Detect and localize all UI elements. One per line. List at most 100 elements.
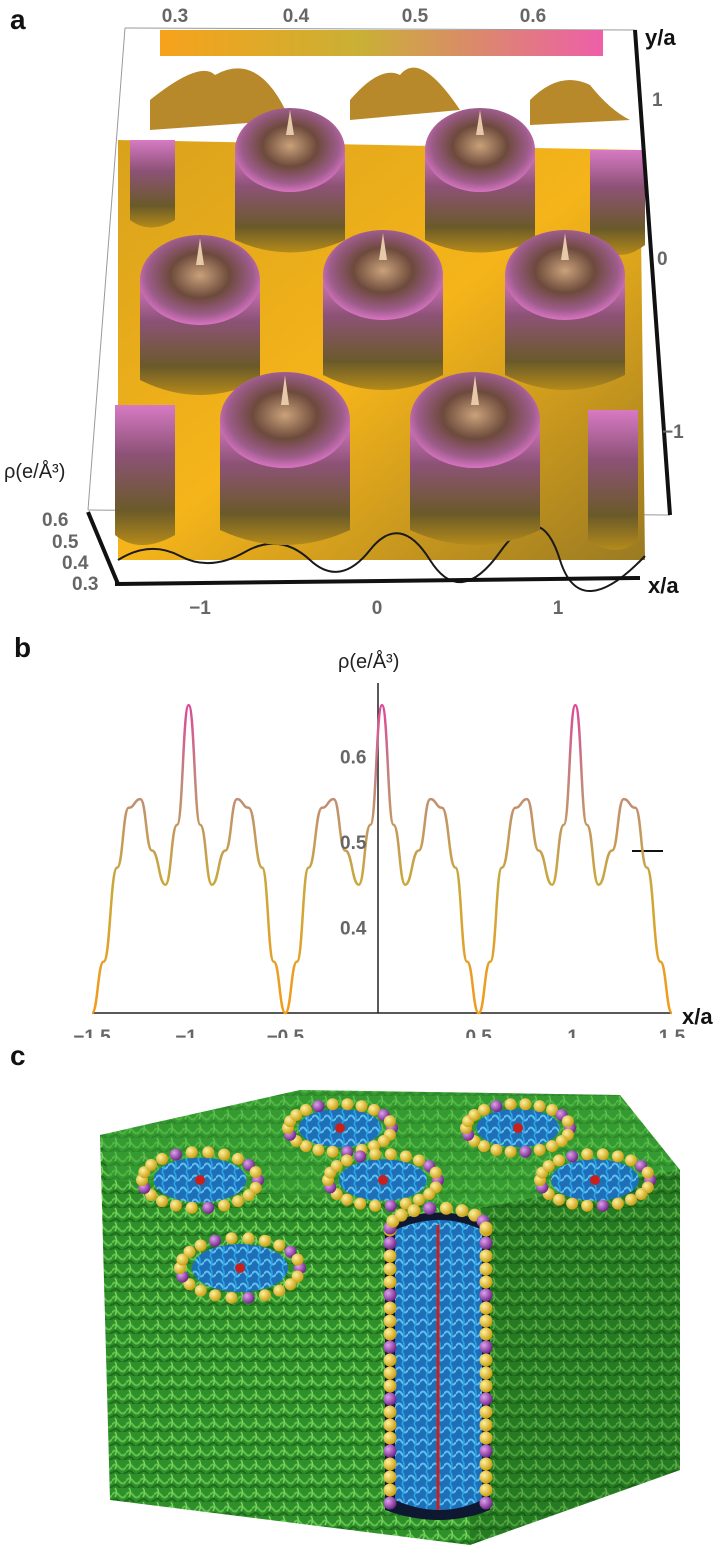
z-tick: 0.5 bbox=[52, 532, 79, 553]
head-group-bead bbox=[479, 1236, 493, 1250]
x-axis-label: x/a bbox=[682, 1004, 713, 1029]
micelle-ring bbox=[322, 1148, 444, 1212]
y-tick: 1 bbox=[652, 90, 663, 111]
head-group-bead bbox=[479, 1483, 493, 1497]
x-tick-label: −1.5 bbox=[73, 1027, 111, 1038]
head-group-bead bbox=[383, 1288, 397, 1302]
head-group-bead bbox=[383, 1392, 397, 1406]
head-group-bead bbox=[423, 1201, 437, 1215]
back-ridge bbox=[350, 67, 460, 120]
head-group-bead bbox=[479, 1353, 493, 1367]
x-tick-label: 1. bbox=[567, 1027, 583, 1038]
head-group-bead bbox=[479, 1470, 493, 1484]
y-tick-label: 0.4 bbox=[340, 918, 367, 939]
head-group-bead bbox=[383, 1379, 397, 1393]
density-line bbox=[90, 703, 674, 1015]
y-axis-label: y/a bbox=[645, 25, 676, 50]
x-tick: 1 bbox=[553, 598, 564, 619]
head-group-bead bbox=[479, 1431, 493, 1445]
colorbar-tick: 0.3 bbox=[162, 6, 188, 27]
head-group-bead bbox=[383, 1483, 397, 1497]
colorbar-tick: 0.4 bbox=[283, 6, 310, 27]
x-tick-label: −1. bbox=[175, 1027, 202, 1038]
head-group-bead bbox=[383, 1470, 397, 1484]
back-ridge bbox=[150, 68, 290, 130]
head-group-bead bbox=[383, 1405, 397, 1419]
y-tick-label: 0.5 bbox=[340, 833, 367, 854]
head-group-bead bbox=[383, 1457, 397, 1471]
panel-a-letter: a bbox=[10, 4, 26, 35]
cylinder-cross-section bbox=[383, 1201, 493, 1520]
panel-b-letter: b bbox=[14, 632, 32, 663]
y-tick: 0 bbox=[657, 249, 668, 270]
z-tick: 0.3 bbox=[72, 574, 98, 595]
head-group-bead bbox=[383, 1327, 397, 1341]
head-group-bead bbox=[383, 1301, 397, 1315]
head-group-bead bbox=[479, 1457, 493, 1471]
head-group-bead bbox=[383, 1249, 397, 1263]
x-tick-label: −0.5 bbox=[267, 1027, 305, 1038]
head-group-bead bbox=[479, 1275, 493, 1289]
head-group-bead bbox=[439, 1201, 453, 1215]
head-group-bead bbox=[383, 1496, 397, 1510]
head-group-bead bbox=[383, 1340, 397, 1354]
head-group-bead bbox=[479, 1301, 493, 1315]
colorbar-tick: 0.5 bbox=[402, 6, 429, 27]
x-tick-label: 1.5 bbox=[659, 1027, 686, 1038]
head-group-bead bbox=[383, 1262, 397, 1276]
z-axis-line bbox=[86, 511, 120, 585]
head-group-bead bbox=[479, 1418, 493, 1432]
head-group-bead bbox=[479, 1327, 493, 1341]
head-group-bead bbox=[479, 1249, 493, 1263]
x-tick-label: 0.5 bbox=[465, 1027, 492, 1038]
head-group-bead bbox=[383, 1418, 397, 1432]
head-group-bead bbox=[479, 1340, 493, 1354]
micelle-ring bbox=[460, 1098, 576, 1158]
panel-b-line-chart: ρ(e/Å³) x/a −1.5 −1. −0.5 0.5 1. 1.5 0.4 0.5 0.6 bbox=[73, 650, 713, 1038]
surface-front-edge bbox=[117, 524, 646, 592]
head-group-bead bbox=[479, 1221, 493, 1235]
z-axis-label: ρ(e/Å³) bbox=[4, 460, 65, 483]
head-group-bead bbox=[383, 1366, 397, 1380]
y-tick-label: 0.6 bbox=[340, 747, 366, 768]
colorbar bbox=[160, 30, 603, 56]
head-group-bead bbox=[479, 1496, 493, 1510]
head-group-bead bbox=[479, 1288, 493, 1302]
panel-c-letter: c bbox=[10, 1040, 26, 1071]
x-axis-label: x/a bbox=[648, 573, 679, 598]
head-group-bead bbox=[479, 1262, 493, 1276]
head-group-bead bbox=[383, 1444, 397, 1458]
head-group-bead bbox=[455, 1204, 469, 1218]
y-axis-line bbox=[633, 29, 672, 516]
head-group-bead bbox=[479, 1366, 493, 1380]
panel-a-surface-plot: 0.3 0.4 0.5 0.6 y/a 1 0 −1 bbox=[4, 6, 684, 619]
head-group-bead bbox=[383, 1353, 397, 1367]
colorbar-tick: 0.6 bbox=[520, 6, 546, 27]
head-group-bead bbox=[383, 1314, 397, 1328]
micelle-ring bbox=[136, 1146, 264, 1214]
x-axis-line bbox=[114, 576, 641, 586]
z-tick: 0.4 bbox=[62, 553, 89, 574]
head-group-bead bbox=[383, 1236, 397, 1250]
panel-c: c bbox=[0, 1040, 728, 1547]
y-axis-label: ρ(e/Å³) bbox=[338, 650, 399, 673]
panel-b: b ρ(e/Å³) x/a −1.5 −1. −0.5 0.5 1. 1.5 0.4 0.5 0… bbox=[0, 628, 728, 1038]
x-tick: 0 bbox=[372, 598, 383, 619]
head-group-bead bbox=[479, 1392, 493, 1406]
head-group-bead bbox=[479, 1444, 493, 1458]
head-group-bead bbox=[407, 1204, 421, 1218]
head-group-bead bbox=[479, 1379, 493, 1393]
x-tick: −1 bbox=[189, 598, 211, 619]
micelle-ring bbox=[534, 1148, 656, 1212]
z-tick: 0.6 bbox=[42, 510, 68, 531]
panel-a: a bbox=[0, 0, 728, 620]
micelle-ring bbox=[174, 1232, 306, 1304]
head-group-bead bbox=[479, 1405, 493, 1419]
head-group-bead bbox=[479, 1314, 493, 1328]
head-group-bead bbox=[383, 1431, 397, 1445]
head-group-bead bbox=[394, 1208, 408, 1222]
y-tick: −1 bbox=[662, 422, 684, 443]
panel-c-molecular-render bbox=[100, 1090, 680, 1545]
head-group-bead bbox=[383, 1275, 397, 1289]
back-ridge bbox=[530, 80, 630, 125]
